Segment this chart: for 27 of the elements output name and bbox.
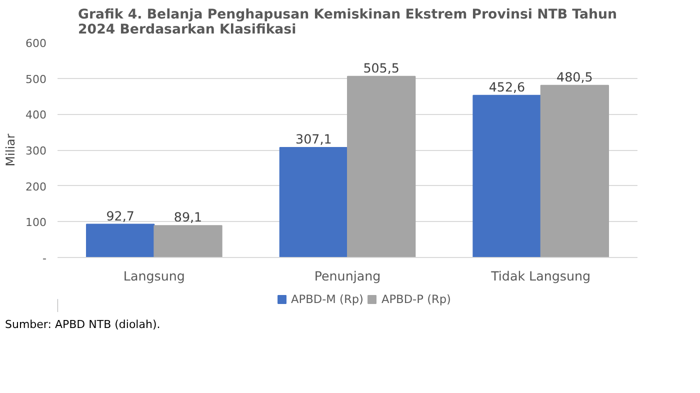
text: Sumber: APBD NTB (diolah). xyxy=(5,317,160,333)
y-tick-label: 600 xyxy=(26,37,47,50)
y-tick-label: - xyxy=(42,252,47,265)
data-label: 452,6 xyxy=(488,79,526,94)
legend-label: APBD-P (Rp) xyxy=(381,292,451,306)
x-tick-label: Penunjang xyxy=(314,268,381,284)
y-axis-title: Miliar xyxy=(4,134,18,166)
x-tick-label: Tidak Langsung xyxy=(490,268,591,284)
chart-title: Grafik 4. Belanja Penghapusan Kemiskinan Ekstrem Provinsi NTB Tahun 2024 Berdasarkan Klasifikasi xyxy=(78,8,617,38)
legend-label: APBD-M (Rp) xyxy=(291,292,364,306)
data-label: 480,5 xyxy=(556,69,593,84)
y-tick-label: 100 xyxy=(26,216,47,230)
y-tick-label: 300 xyxy=(26,144,47,158)
bar xyxy=(347,76,416,258)
x-tick-label: Langsung xyxy=(123,268,185,284)
y-tick-label: 500 xyxy=(26,72,47,86)
y-tick-label: 400 xyxy=(26,108,47,122)
bar xyxy=(472,94,542,258)
bar xyxy=(154,225,222,258)
data-label: 89,1 xyxy=(174,210,202,225)
data-label: 505,5 xyxy=(363,60,400,76)
bar xyxy=(86,224,155,258)
bar xyxy=(540,84,609,258)
y-tick-label: 200 xyxy=(26,180,47,194)
data-label: 307,1 xyxy=(296,131,332,146)
bar xyxy=(279,146,348,258)
data-label: 92,7 xyxy=(106,208,134,224)
